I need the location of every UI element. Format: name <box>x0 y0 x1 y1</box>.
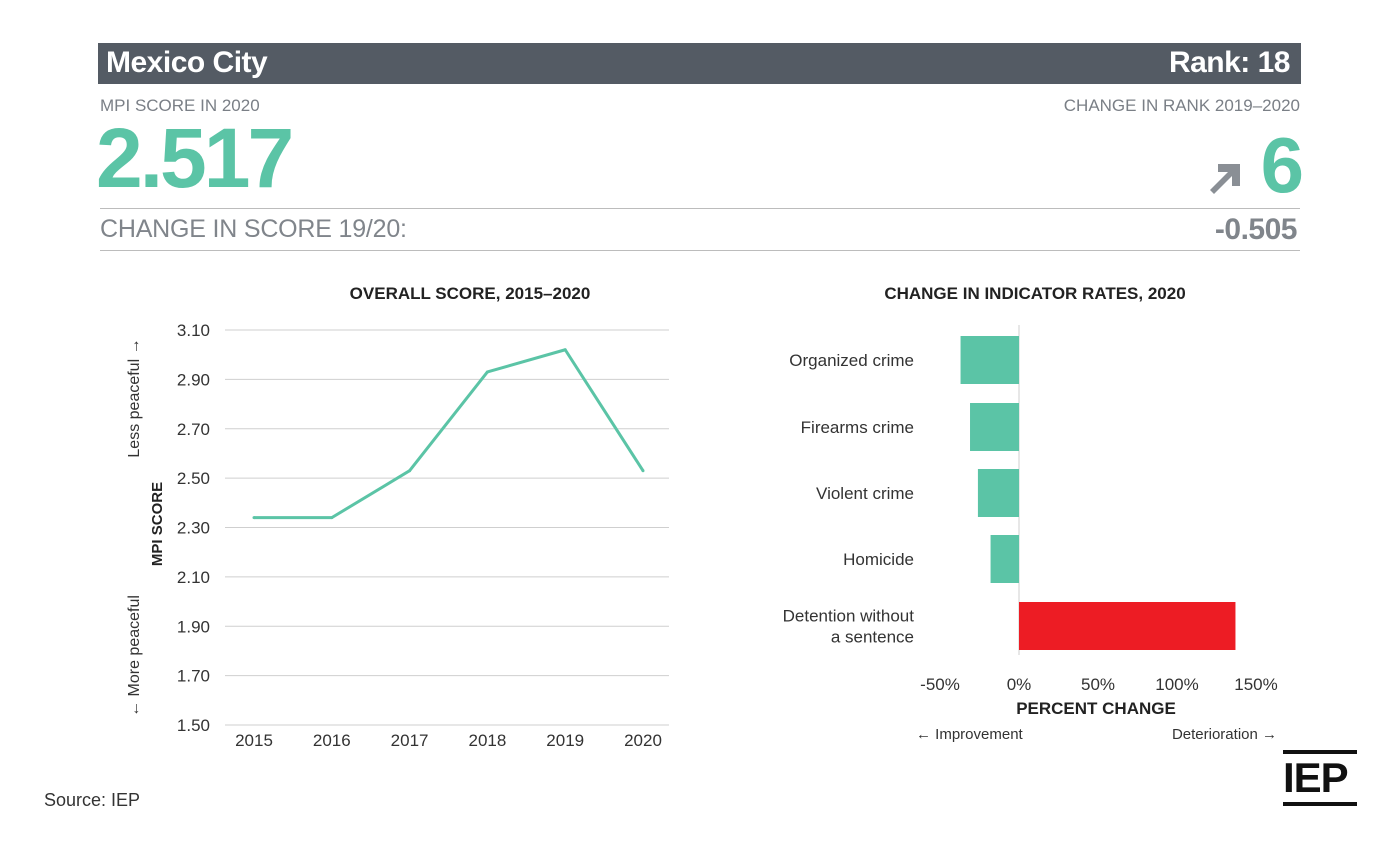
x-tick-label: -50% <box>920 675 960 694</box>
improvement-label: ← Improvement <box>916 726 1024 743</box>
data-point <box>330 516 334 520</box>
logo-rule <box>1283 750 1357 754</box>
series-line <box>254 348 645 520</box>
header-bar <box>98 43 1301 84</box>
y-tick-label: 3.10 <box>177 321 210 340</box>
category-label: Homicide <box>843 550 914 569</box>
y-tick-label: 2.70 <box>177 420 210 439</box>
logo-text: IEP <box>1283 754 1349 801</box>
source-note: Source: IEP <box>44 790 141 810</box>
divider <box>100 250 1300 251</box>
bar <box>960 336 1019 384</box>
line-chart-x-ticks: 2015 2016 2017 2018 2019 2020 <box>235 731 662 750</box>
bar-chart-x-ticks: -50% 0% 50% 100% 150% <box>920 675 1278 694</box>
bar-chart-title: CHANGE IN INDICATOR RATES, 2020 <box>884 284 1186 303</box>
bar-chart-bars <box>960 336 1236 650</box>
bar <box>1019 602 1236 650</box>
rank-change-value: 6 <box>1260 121 1304 209</box>
bar-chart: Organized crime Firearms crime Violent cri… <box>783 325 1278 743</box>
score-change-value: -0.505 <box>1214 213 1298 246</box>
x-tick-label: 50% <box>1081 675 1115 694</box>
mpi-score-value: 2.517 <box>96 111 294 205</box>
bar <box>970 403 1019 451</box>
y-tick-label: 2.50 <box>177 469 210 488</box>
x-tick-label: 2019 <box>546 731 584 750</box>
y-tick-label: 2.10 <box>177 568 210 587</box>
divider <box>100 208 1300 209</box>
line-chart-less-peaceful-label: Less peaceful → <box>126 338 143 457</box>
line-chart: 1.50 1.70 1.90 2.10 2.30 2.50 2.70 2.90 3.10 201… <box>126 321 669 750</box>
deterioration-label: Deterioration → <box>1172 726 1277 743</box>
data-point <box>641 469 645 473</box>
y-tick-label: 2.90 <box>177 370 210 389</box>
data-point <box>563 348 567 352</box>
city-name: Mexico City <box>106 46 268 79</box>
x-tick-label: 2020 <box>624 731 662 750</box>
line-chart-y-ticks: 1.50 1.70 1.90 2.10 2.30 2.50 2.70 2.90 3.10 <box>177 321 210 735</box>
bar-chart-x-axis-label: PERCENT CHANGE <box>1016 699 1176 718</box>
category-label: Organized crime <box>789 351 914 370</box>
x-tick-label: 2016 <box>313 731 351 750</box>
logo-rule <box>1283 802 1357 806</box>
mpi-score-label: MPI SCORE IN 2020 <box>100 96 260 115</box>
category-label: Violent crime <box>816 484 914 503</box>
line-chart-more-peaceful-label: ← More peaceful <box>126 595 143 717</box>
x-tick-label: 2015 <box>235 731 273 750</box>
y-tick-label: 1.90 <box>177 617 210 636</box>
data-point <box>485 370 489 374</box>
x-tick-label: 150% <box>1234 675 1277 694</box>
arrow-up-right-icon <box>1210 164 1240 194</box>
x-tick-label: 100% <box>1155 675 1198 694</box>
category-label: Detention without a sentence <box>783 607 915 647</box>
y-tick-label: 2.30 <box>177 519 210 538</box>
score-change-label: CHANGE IN SCORE 19/20: <box>100 215 407 243</box>
data-point <box>252 516 256 520</box>
line-chart-title: OVERALL SCORE, 2015–2020 <box>349 284 591 303</box>
x-tick-label: 0% <box>1007 675 1032 694</box>
line-chart-y-axis-label: MPI SCORE <box>149 482 166 566</box>
bar-chart-category-labels: Organized crime Firearms crime Violent cri… <box>783 351 915 647</box>
category-label: Firearms crime <box>801 418 914 437</box>
iep-logo: IEP <box>1283 750 1357 808</box>
data-point <box>408 469 412 473</box>
line-chart-series <box>252 348 645 520</box>
bar <box>977 469 1019 517</box>
rank-label: Rank: 18 <box>1168 46 1291 79</box>
y-tick-label: 1.70 <box>177 667 210 686</box>
x-tick-label: 2018 <box>468 731 506 750</box>
x-tick-label: 2017 <box>391 731 429 750</box>
rank-change-label: CHANGE IN RANK 2019–2020 <box>1063 96 1300 115</box>
line-chart-grid <box>225 329 669 726</box>
y-tick-label: 1.50 <box>177 716 210 735</box>
bar <box>990 535 1019 583</box>
